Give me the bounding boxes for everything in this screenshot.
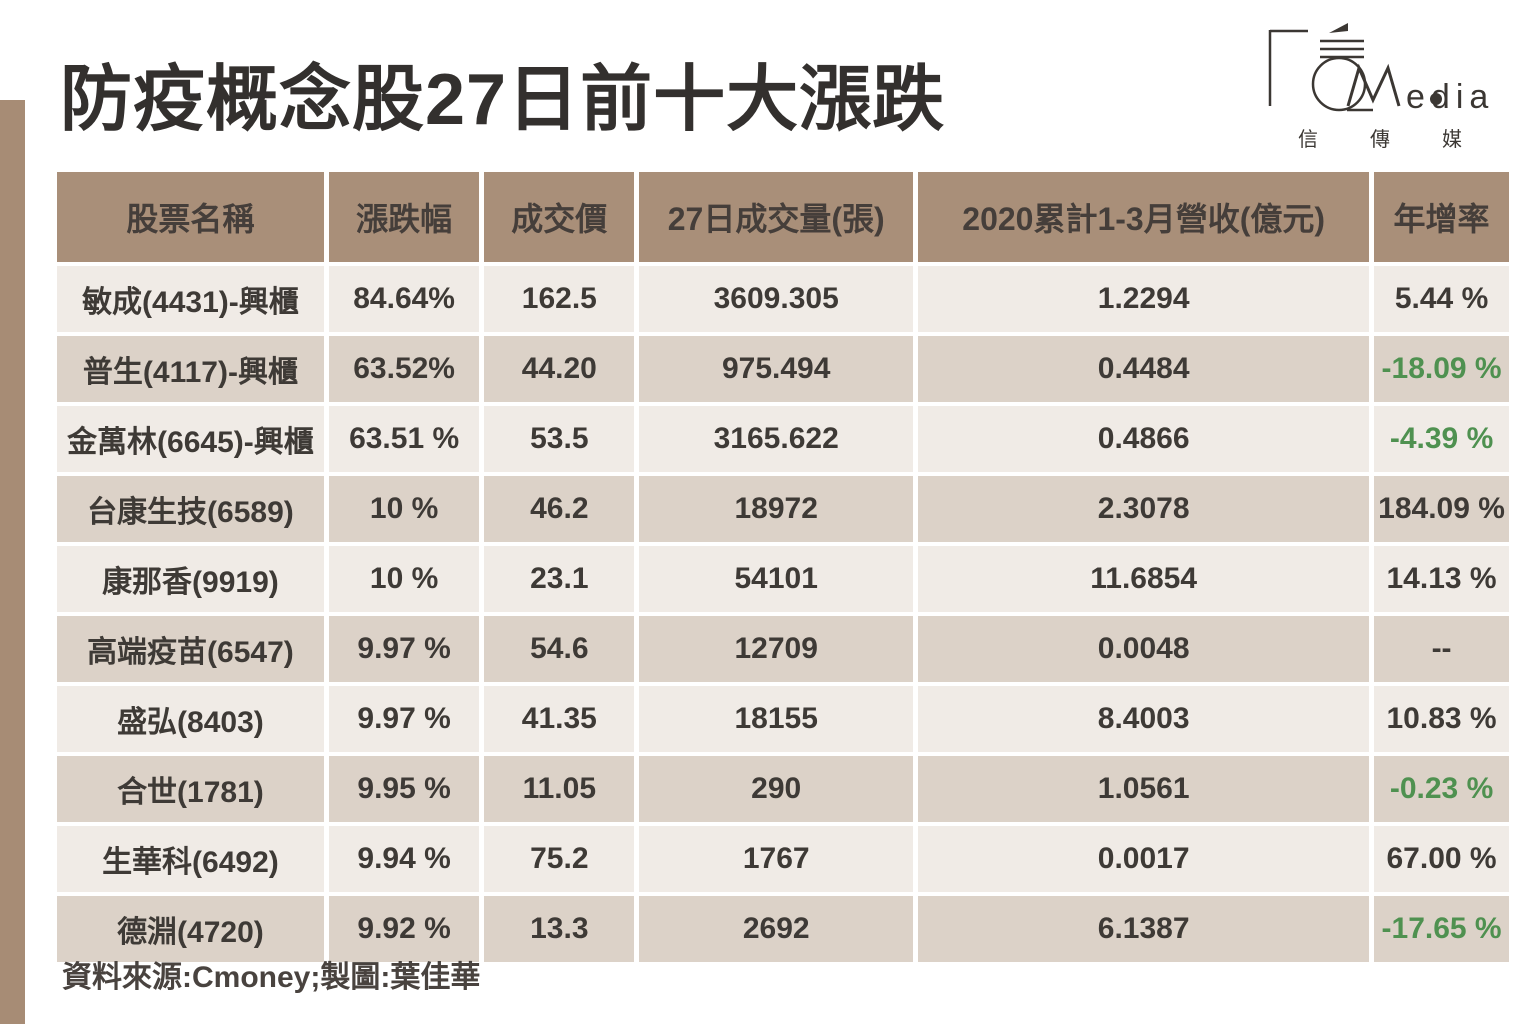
stock-name-cell: 普生(4117)-興櫃 bbox=[57, 336, 324, 402]
page-title: 防疫概念股27日前十大漲跌 bbox=[60, 60, 946, 140]
table-row: 康那香(9919) 10 % 23.1 54101 11.6854 14.13 … bbox=[57, 546, 1509, 612]
logo-d-dot bbox=[1430, 93, 1442, 105]
change-cell: 84.64% bbox=[328, 266, 480, 332]
left-accent-stripe bbox=[0, 100, 25, 1024]
table-row: 生華科(6492) 9.94 % 75.2 1767 0.0017 67.00 … bbox=[57, 826, 1509, 892]
change-cell: 9.94 % bbox=[328, 826, 480, 892]
revenue-cell: 8.4003 bbox=[918, 686, 1370, 752]
revenue-cell: 0.4866 bbox=[918, 406, 1370, 472]
stock-name-cell: 合世(1781) bbox=[57, 756, 324, 822]
yoy-cell: 184.09 % bbox=[1374, 476, 1509, 542]
table-row: 普生(4117)-興櫃 63.52% 44.20 975.494 0.4484 … bbox=[57, 336, 1509, 402]
change-cell: 9.95 % bbox=[328, 756, 480, 822]
price-cell: 23.1 bbox=[484, 546, 635, 612]
table-row: 盛弘(8403) 9.97 % 41.35 18155 8.4003 10.83… bbox=[57, 686, 1509, 752]
price-cell: 53.5 bbox=[484, 406, 635, 472]
revenue-cell: 11.6854 bbox=[918, 546, 1370, 612]
stock-name-cell: 盛弘(8403) bbox=[57, 686, 324, 752]
volume-cell: 975.494 bbox=[639, 336, 914, 402]
column-header-change: 漲跌幅 bbox=[328, 172, 480, 262]
cmedia-logo: edia 信 傳 媒 bbox=[1260, 18, 1498, 160]
stock-name-cell: 生華科(6492) bbox=[57, 826, 324, 892]
price-cell: 46.2 bbox=[484, 476, 635, 542]
stock-name-cell: 高端疫苗(6547) bbox=[57, 616, 324, 682]
table-row: 敏成(4431)-興櫃 84.64% 162.5 3609.305 1.2294… bbox=[57, 266, 1509, 332]
change-cell: 10 % bbox=[328, 546, 480, 612]
source-credit: 資料來源:Cmoney;製圖:葉佳華 bbox=[62, 961, 481, 994]
price-cell: 54.6 bbox=[484, 616, 635, 682]
stock-name-cell: 康那香(9919) bbox=[57, 546, 324, 612]
revenue-cell: 0.4484 bbox=[918, 336, 1370, 402]
volume-cell: 12709 bbox=[639, 616, 914, 682]
volume-cell: 3609.305 bbox=[639, 266, 914, 332]
price-cell: 11.05 bbox=[484, 756, 635, 822]
column-header-price: 成交價 bbox=[484, 172, 635, 262]
logo-tick bbox=[1329, 23, 1348, 33]
cmedia-logo-mark: edia 信 傳 媒 bbox=[1268, 23, 1494, 151]
change-cell: 9.92 % bbox=[328, 896, 480, 962]
revenue-cell: 1.0561 bbox=[918, 756, 1370, 822]
table-header: 股票名稱 漲跌幅 成交價 27日成交量(張) 2020累計1-3月營收(億元) … bbox=[57, 172, 1509, 262]
logo-letter-m bbox=[1346, 63, 1401, 107]
change-cell: 10 % bbox=[328, 476, 480, 542]
volume-cell: 2692 bbox=[639, 896, 914, 962]
yoy-cell: -- bbox=[1374, 616, 1509, 682]
yoy-cell: 10.83 % bbox=[1374, 686, 1509, 752]
table-row: 台康生技(6589) 10 % 46.2 18972 2.3078 184.09… bbox=[57, 476, 1509, 542]
volume-cell: 18155 bbox=[639, 686, 914, 752]
logo-cjk-3: 媒 bbox=[1442, 128, 1462, 151]
revenue-cell: 1.2294 bbox=[918, 266, 1370, 332]
volume-cell: 1767 bbox=[639, 826, 914, 892]
price-cell: 75.2 bbox=[484, 826, 635, 892]
column-header-stock-name: 股票名稱 bbox=[57, 172, 324, 262]
yoy-cell: -4.39 % bbox=[1374, 406, 1509, 472]
price-cell: 162.5 bbox=[484, 266, 635, 332]
yoy-cell: -18.09 % bbox=[1374, 336, 1509, 402]
stock-table: 股票名稱 漲跌幅 成交價 27日成交量(張) 2020累計1-3月營收(億元) … bbox=[52, 168, 1514, 966]
table-body: 敏成(4431)-興櫃 84.64% 162.5 3609.305 1.2294… bbox=[57, 266, 1509, 962]
revenue-cell: 2.3078 bbox=[918, 476, 1370, 542]
change-cell: 9.97 % bbox=[328, 616, 480, 682]
revenue-cell: 6.1387 bbox=[918, 896, 1370, 962]
logo-cjk-2: 傳 bbox=[1370, 128, 1390, 151]
logo-circle-c bbox=[1311, 56, 1367, 112]
column-header-yoy: 年增率 bbox=[1374, 172, 1509, 262]
header-row: 股票名稱 漲跌幅 成交價 27日成交量(張) 2020累計1-3月營收(億元) … bbox=[57, 172, 1509, 262]
table-row: 合世(1781) 9.95 % 11.05 290 1.0561 -0.23 % bbox=[57, 756, 1509, 822]
table-row: 金萬林(6645)-興櫃 63.51 % 53.5 3165.622 0.486… bbox=[57, 406, 1509, 472]
volume-cell: 3165.622 bbox=[639, 406, 914, 472]
logo-cjk-1: 信 bbox=[1298, 128, 1318, 151]
yoy-cell: 14.13 % bbox=[1374, 546, 1509, 612]
column-header-revenue: 2020累計1-3月營收(億元) bbox=[918, 172, 1370, 262]
price-cell: 44.20 bbox=[484, 336, 635, 402]
logo-edia-text: edia bbox=[1406, 78, 1494, 116]
volume-cell: 290 bbox=[639, 756, 914, 822]
stock-name-cell: 德淵(4720) bbox=[57, 896, 324, 962]
yoy-cell: -17.65 % bbox=[1374, 896, 1509, 962]
table-row: 高端疫苗(6547) 9.97 % 54.6 12709 0.0048 -- bbox=[57, 616, 1509, 682]
stock-name-cell: 台康生技(6589) bbox=[57, 476, 324, 542]
revenue-cell: 0.0017 bbox=[918, 826, 1370, 892]
price-cell: 41.35 bbox=[484, 686, 635, 752]
table-row: 德淵(4720) 9.92 % 13.3 2692 6.1387 -17.65 … bbox=[57, 896, 1509, 962]
stock-name-cell: 敏成(4431)-興櫃 bbox=[57, 266, 324, 332]
yoy-cell: -0.23 % bbox=[1374, 756, 1509, 822]
change-cell: 9.97 % bbox=[328, 686, 480, 752]
stock-name-cell: 金萬林(6645)-興櫃 bbox=[57, 406, 324, 472]
column-header-volume: 27日成交量(張) bbox=[639, 172, 914, 262]
change-cell: 63.51 % bbox=[328, 406, 480, 472]
change-cell: 63.52% bbox=[328, 336, 480, 402]
volume-cell: 18972 bbox=[639, 476, 914, 542]
revenue-cell: 0.0048 bbox=[918, 616, 1370, 682]
yoy-cell: 5.44 % bbox=[1374, 266, 1509, 332]
price-cell: 13.3 bbox=[484, 896, 635, 962]
volume-cell: 54101 bbox=[639, 546, 914, 612]
yoy-cell: 67.00 % bbox=[1374, 826, 1509, 892]
